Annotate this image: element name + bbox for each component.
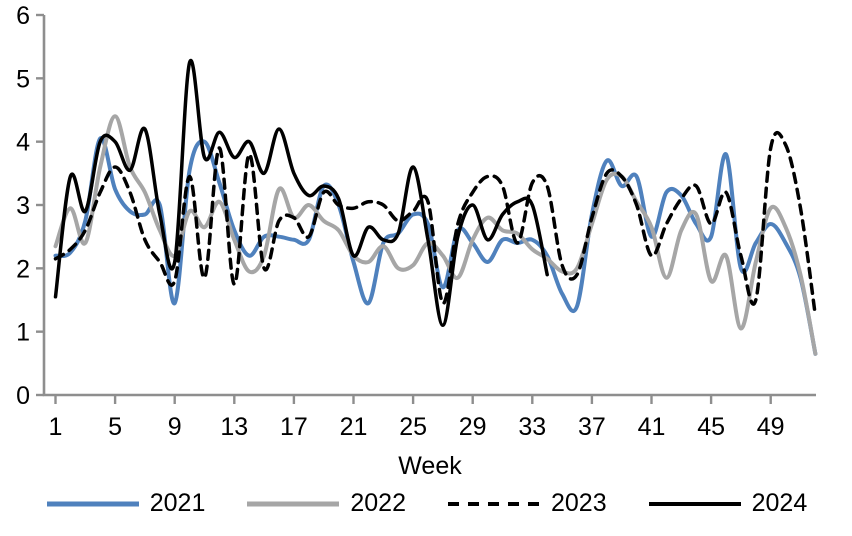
legend-label: 2024 bbox=[751, 489, 808, 517]
x-tick-label: 45 bbox=[697, 413, 725, 441]
series-line-2021 bbox=[53, 136, 818, 356]
legend-swatch-2022 bbox=[247, 501, 340, 506]
legend-item-2023: 2023 bbox=[446, 491, 607, 516]
legend-swatch-2024 bbox=[648, 501, 741, 506]
x-tick-label: 5 bbox=[108, 413, 122, 441]
series-line-2022 bbox=[53, 114, 818, 356]
x-tick-label: 13 bbox=[220, 413, 248, 441]
x-tick-label: 9 bbox=[168, 413, 182, 441]
x-tick-label: 25 bbox=[399, 413, 427, 441]
legend-swatch-2023 bbox=[448, 501, 540, 506]
legend-item-2022: 2022 bbox=[245, 491, 406, 516]
legend-label: 2021 bbox=[149, 489, 206, 517]
y-tick-label: 4 bbox=[16, 129, 30, 157]
legend-label: 2022 bbox=[350, 489, 406, 517]
y-tick-label: 5 bbox=[16, 65, 30, 93]
x-tick-label: 41 bbox=[638, 413, 666, 441]
x-tick-label: 1 bbox=[49, 413, 63, 441]
legend-item-2024: 2024 bbox=[647, 489, 808, 517]
x-tick-label: 21 bbox=[340, 413, 368, 441]
legend-swatch-2021 bbox=[46, 501, 139, 506]
x-axis-title: Week bbox=[398, 452, 462, 480]
x-tick-label: 37 bbox=[578, 413, 606, 441]
x-tick-label: 17 bbox=[280, 413, 308, 441]
x-tick-label: 33 bbox=[518, 413, 546, 441]
y-tick-label: 6 bbox=[16, 2, 30, 30]
y-tick-label: 1 bbox=[16, 319, 30, 347]
legend-item-2021: 2021 bbox=[45, 489, 206, 517]
y-tick-label: 2 bbox=[16, 255, 30, 283]
legend-label: 2023 bbox=[551, 489, 607, 517]
x-tick-label: 29 bbox=[459, 413, 487, 441]
chart-legend: 2021 2022 2023 2024 bbox=[0, 491, 852, 516]
x-tick-label: 49 bbox=[757, 413, 785, 441]
y-tick-label: 0 bbox=[16, 382, 30, 410]
series-line-2024 bbox=[53, 58, 549, 328]
series-line-2023 bbox=[53, 131, 818, 318]
y-tick-label: 3 bbox=[16, 192, 30, 220]
